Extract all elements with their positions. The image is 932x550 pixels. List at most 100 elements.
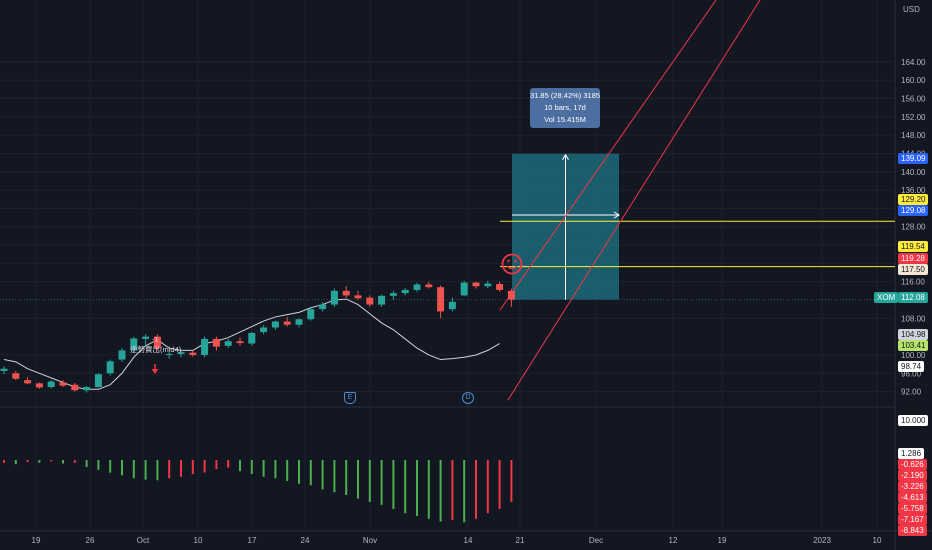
time-axis-label: 21 bbox=[515, 536, 525, 545]
candle-body bbox=[142, 336, 150, 339]
candle[interactable] bbox=[35, 382, 43, 389]
histogram-bar bbox=[144, 460, 147, 480]
candle[interactable] bbox=[354, 290, 362, 300]
candlesticks[interactable] bbox=[0, 280, 515, 393]
candle[interactable] bbox=[106, 359, 114, 376]
histogram-bar bbox=[475, 460, 477, 519]
candle[interactable] bbox=[71, 382, 79, 392]
candle-body bbox=[212, 338, 220, 347]
candle-body bbox=[177, 352, 185, 355]
histogram-bar bbox=[262, 460, 265, 477]
time-axis-label: 26 bbox=[85, 536, 95, 545]
candle[interactable] bbox=[12, 370, 20, 381]
histogram-bar bbox=[26, 460, 29, 463]
candle[interactable] bbox=[366, 295, 374, 307]
candle[interactable] bbox=[83, 386, 91, 393]
candle[interactable] bbox=[224, 338, 232, 349]
candle[interactable] bbox=[94, 373, 102, 388]
candle[interactable] bbox=[177, 349, 185, 358]
trend-line-upper[interactable] bbox=[499, 0, 717, 311]
histogram-bar bbox=[416, 460, 418, 516]
candle[interactable] bbox=[425, 281, 433, 289]
candle[interactable] bbox=[260, 325, 268, 335]
time-axis-label: 12 bbox=[668, 536, 678, 545]
price-axis-label: 116.00 bbox=[901, 278, 925, 287]
candle[interactable] bbox=[295, 318, 303, 328]
candle[interactable] bbox=[283, 316, 291, 327]
candle[interactable] bbox=[437, 285, 445, 319]
candle[interactable] bbox=[484, 280, 492, 289]
histogram-bar bbox=[380, 460, 383, 505]
candle[interactable] bbox=[507, 288, 515, 307]
candle[interactable] bbox=[212, 336, 220, 351]
candle[interactable] bbox=[271, 320, 279, 330]
price-axis-label: 152.00 bbox=[901, 113, 926, 122]
candle[interactable] bbox=[389, 290, 397, 300]
candle-body bbox=[319, 304, 327, 310]
price-axis-label: 164.00 bbox=[901, 58, 926, 67]
candle[interactable] bbox=[0, 366, 8, 375]
candle[interactable] bbox=[319, 302, 327, 312]
candle-body bbox=[106, 361, 114, 374]
candle-body bbox=[507, 290, 515, 300]
candle[interactable] bbox=[448, 297, 456, 312]
price-axis-label: 128.00 bbox=[901, 223, 926, 232]
price-axis-label: 136.00 bbox=[901, 186, 926, 195]
histogram-bar bbox=[463, 460, 466, 523]
candle[interactable] bbox=[413, 282, 421, 292]
candle-body bbox=[130, 338, 138, 351]
candle-body bbox=[484, 283, 492, 287]
currency-label[interactable]: USD bbox=[903, 5, 920, 14]
candle[interactable] bbox=[201, 336, 209, 358]
candle[interactable] bbox=[401, 288, 409, 296]
earnings-event-icon[interactable]: E bbox=[344, 392, 356, 404]
price-tag: 98.74 bbox=[898, 361, 925, 372]
measure-arrow-right-icon bbox=[613, 211, 620, 219]
candle[interactable] bbox=[189, 350, 197, 357]
candle-body bbox=[389, 293, 397, 296]
price-tag: 139.09 bbox=[898, 153, 929, 164]
time-axis-label: 14 bbox=[463, 536, 473, 545]
candle[interactable] bbox=[378, 294, 386, 307]
candle[interactable] bbox=[47, 380, 55, 389]
candle[interactable] bbox=[165, 352, 173, 359]
candle[interactable] bbox=[142, 334, 150, 345]
histogram-bar bbox=[250, 460, 253, 474]
symbol-tag[interactable]: XOM bbox=[874, 292, 899, 303]
candle[interactable] bbox=[24, 376, 32, 385]
price-tag: 104.98 bbox=[898, 329, 929, 340]
candle[interactable] bbox=[153, 334, 161, 351]
candle[interactable] bbox=[236, 337, 244, 346]
price-tag: 103.41 bbox=[898, 340, 929, 351]
candle-body bbox=[496, 283, 504, 290]
candle[interactable] bbox=[307, 306, 315, 321]
histogram-bar bbox=[227, 460, 230, 468]
candle-body bbox=[94, 374, 102, 388]
candle[interactable] bbox=[472, 281, 480, 289]
candle[interactable] bbox=[496, 281, 504, 292]
histogram-bar bbox=[451, 460, 454, 521]
drawing-lines[interactable] bbox=[499, 0, 895, 401]
price-tag: 10.000 bbox=[898, 415, 929, 426]
price-axis-label: 108.00 bbox=[901, 314, 926, 323]
candle[interactable] bbox=[342, 286, 350, 298]
candle[interactable] bbox=[460, 280, 468, 297]
price-axis-label: 100.00 bbox=[901, 351, 926, 360]
candle[interactable] bbox=[59, 380, 67, 388]
price-tag: -7.167 bbox=[898, 514, 927, 525]
candle[interactable] bbox=[330, 288, 338, 307]
candle[interactable] bbox=[248, 332, 256, 346]
time-axis-label: Nov bbox=[362, 536, 378, 545]
trend-line-lower[interactable] bbox=[507, 0, 761, 401]
measure-tool[interactable] bbox=[512, 153, 620, 300]
candle-body bbox=[248, 332, 256, 344]
candle[interactable] bbox=[130, 336, 138, 353]
histogram-bar bbox=[368, 460, 371, 502]
candle[interactable] bbox=[118, 348, 126, 362]
time-axis-label: 10 bbox=[872, 536, 882, 545]
histogram-bar bbox=[298, 460, 300, 484]
histogram-bar bbox=[215, 460, 218, 470]
histogram-bar bbox=[427, 460, 430, 519]
dividend-event-icon[interactable]: D bbox=[462, 392, 474, 404]
